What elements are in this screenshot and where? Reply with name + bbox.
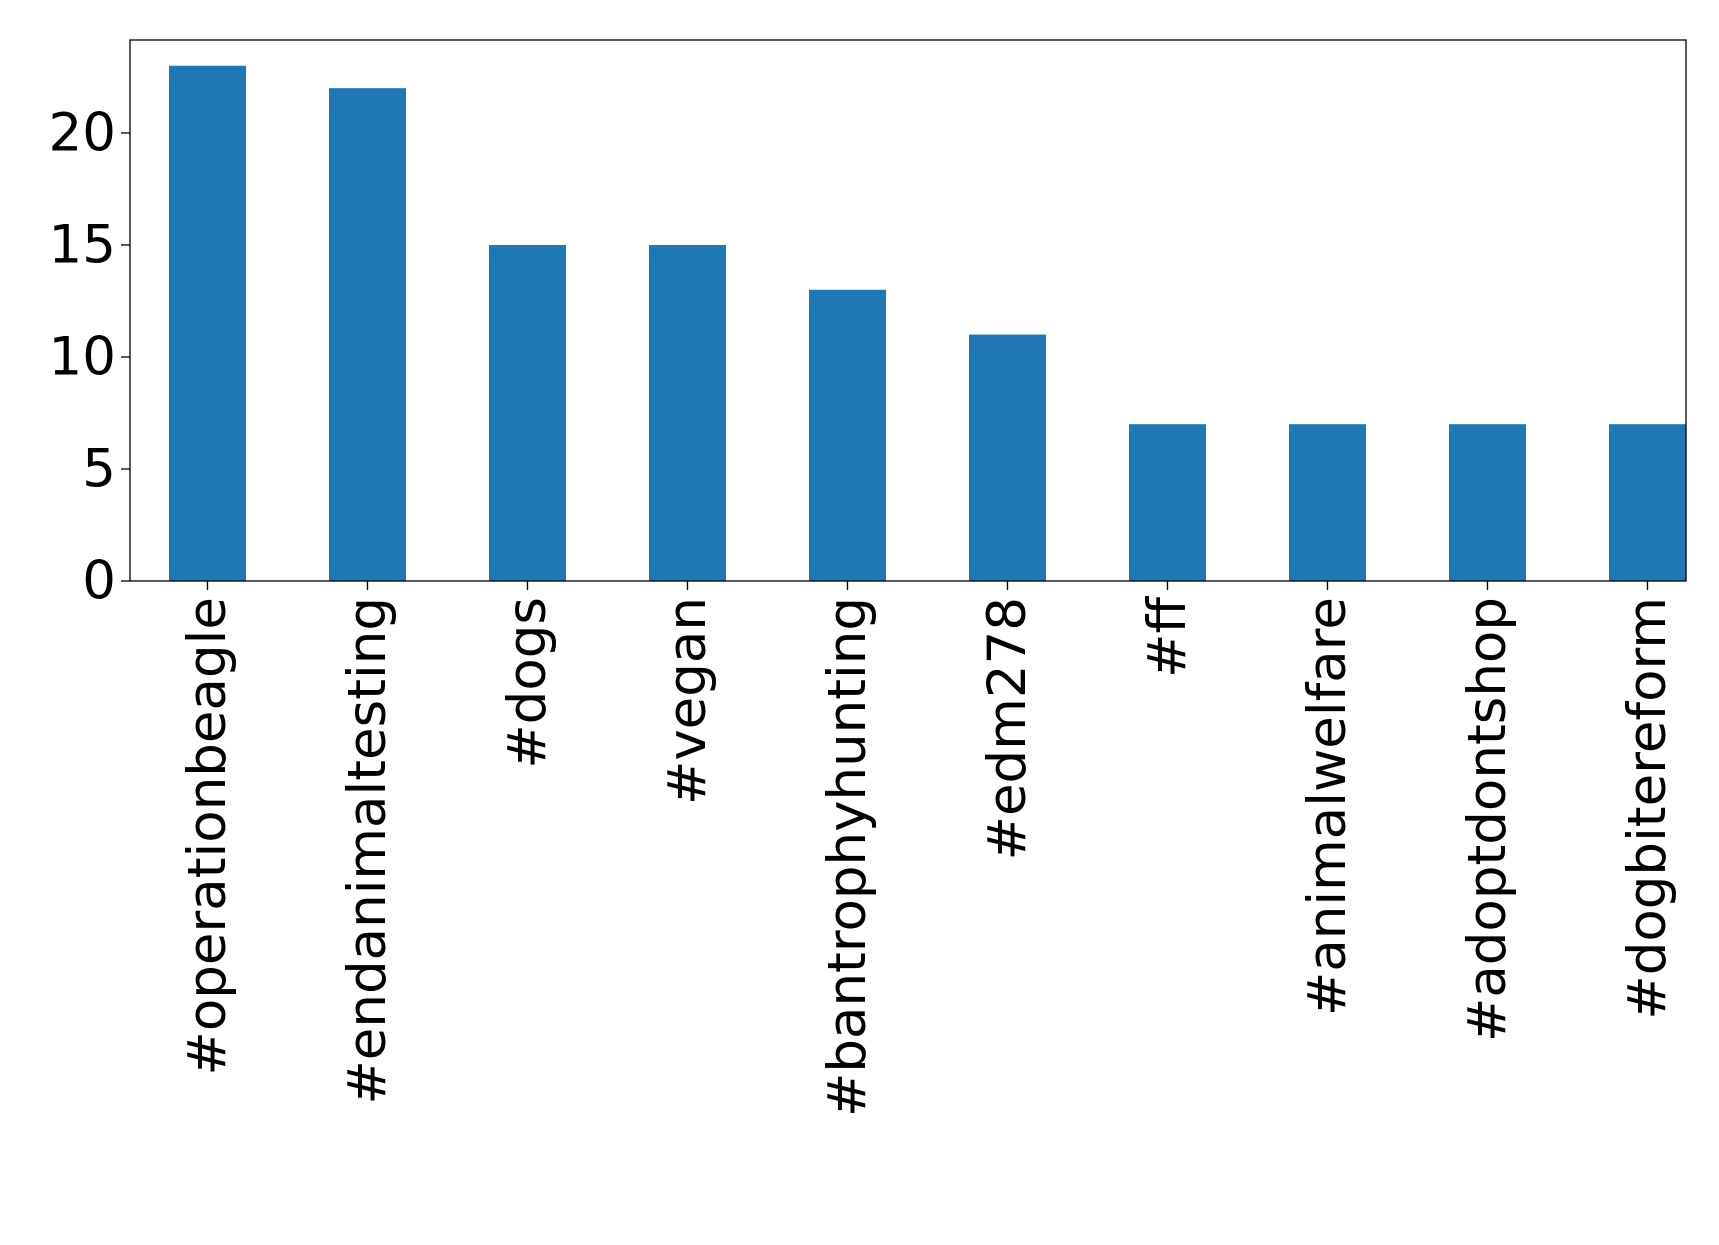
x-axis: #operationbeagle #endanimaltesting #dogs #v… [177,581,1678,1117]
y-tick-label: 0 [82,551,116,612]
x-tick-label: #ff [1137,596,1198,678]
bar-vegan [649,244,726,582]
y-tick-label: 10 [49,326,116,387]
bar-edm278 [969,334,1046,581]
y-tick-label: 20 [49,102,116,163]
x-tick-label: #animalwelfare [1297,597,1358,1016]
bar-dogbitereform [1609,424,1686,581]
x-tick-label: #dogs [497,597,558,769]
x-tick-label: #vegan [657,597,718,805]
y-tick-label: 15 [49,214,116,275]
bar-endanimaltesting [329,88,406,581]
bar-animalwelfare [1289,424,1366,581]
bar-adoptdontshop [1449,424,1526,581]
x-tick-label: #endanimaltesting [337,597,398,1105]
x-tick-label: #bantrophyhunting [817,597,878,1117]
bar-dogs [489,244,566,582]
y-axis: 0 5 10 15 20 [49,102,130,612]
x-tick-label: #edm278 [977,597,1038,860]
y-tick-label: 5 [82,438,116,499]
x-tick-label: #dogbitereform [1617,597,1678,1020]
bar-ff [1129,424,1206,581]
x-tick-label: #adoptdontshop [1457,597,1518,1042]
bar-operationbeagle [169,65,246,581]
x-tick-label: #operationbeagle [177,597,238,1076]
bar-bantrophyhunting [809,289,886,581]
bars-group [169,65,1686,582]
plot-frame [129,39,1687,582]
